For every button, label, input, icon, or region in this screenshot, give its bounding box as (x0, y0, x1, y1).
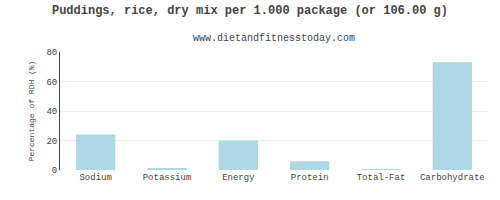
svg-text:Percentage of RDH (%): Percentage of RDH (%) (27, 61, 36, 162)
svg-text:www.dietandfitnesstoday.com: www.dietandfitnesstoday.com (193, 33, 355, 44)
svg-text:40: 40 (46, 107, 57, 117)
svg-text:0: 0 (52, 166, 57, 176)
svg-text:Sodium: Sodium (79, 173, 111, 183)
svg-text:Protein: Protein (291, 173, 329, 183)
svg-text:Energy: Energy (222, 173, 255, 183)
svg-text:Carbohydrate: Carbohydrate (420, 173, 485, 183)
svg-text:Potassium: Potassium (143, 173, 192, 183)
svg-text:80: 80 (46, 48, 57, 58)
svg-text:60: 60 (46, 78, 57, 88)
svg-text:Total-Fat: Total-Fat (357, 173, 406, 183)
svg-text:Puddings, rice, dry mix per 1.: Puddings, rice, dry mix per 1.000 packag… (52, 4, 448, 18)
svg-text:20: 20 (46, 137, 57, 147)
